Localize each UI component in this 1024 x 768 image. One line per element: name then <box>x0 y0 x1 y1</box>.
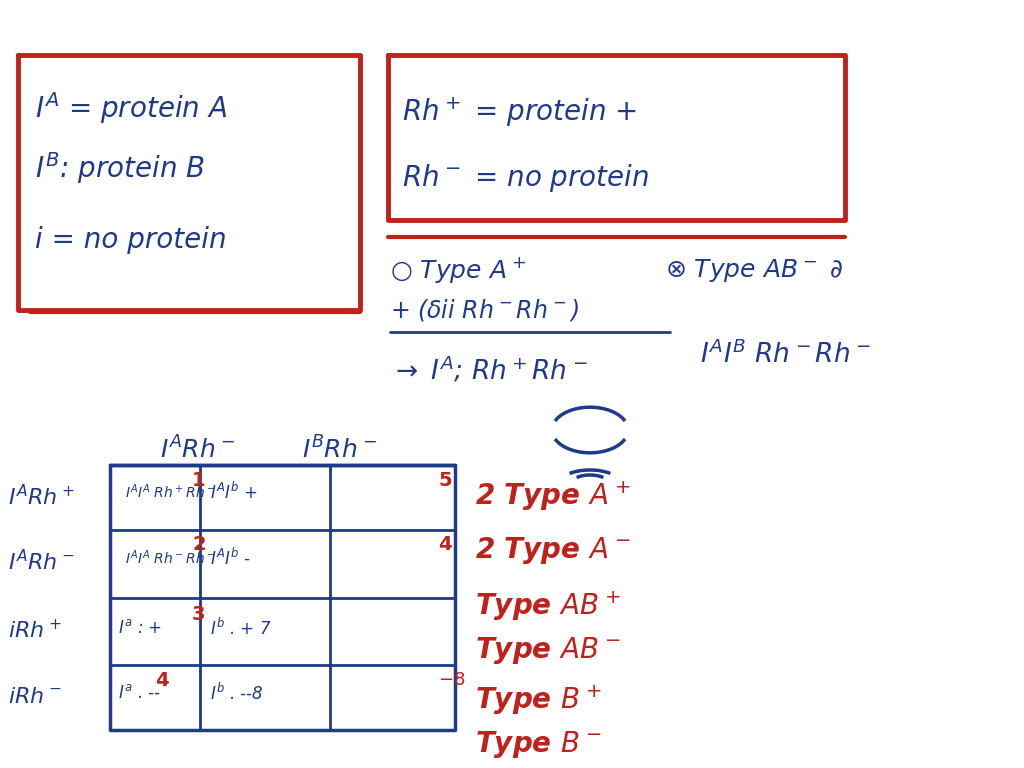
Text: $I^A I^b$ +: $I^A I^b$ + <box>210 482 258 502</box>
Text: $Rh^-$ = no protein: $Rh^-$ = no protein <box>402 162 649 194</box>
Text: 4: 4 <box>438 535 452 554</box>
Text: $I^A I^A$ $Rh^-Rh^-$: $I^A I^A$ $Rh^-Rh^-$ <box>125 548 216 568</box>
Text: $I^A I^b$ -: $I^A I^b$ - <box>210 548 251 568</box>
Text: $I^A Rh^-$: $I^A Rh^-$ <box>8 549 75 574</box>
Text: $I^b$ . --8: $I^b$ . --8 <box>210 683 264 703</box>
Text: $-8$: $-8$ <box>438 671 465 689</box>
Text: 5: 5 <box>438 471 452 489</box>
Text: Type $AB^+$: Type $AB^+$ <box>475 589 621 623</box>
Text: 2 Type $A^-$: 2 Type $A^-$ <box>475 535 631 567</box>
Text: $I^A Rh^-$: $I^A Rh^-$ <box>161 436 236 464</box>
Text: $I^B$: protein B: $I^B$: protein B <box>35 150 205 186</box>
Text: $I^A Rh^+$: $I^A Rh^+$ <box>8 485 75 510</box>
Text: $I^A$ = protein A: $I^A$ = protein A <box>35 90 227 126</box>
Text: $i Rh^-$: $i Rh^-$ <box>8 687 61 707</box>
Text: $I^a$ . --: $I^a$ . -- <box>118 684 161 702</box>
Text: $\rightarrow$ $I^A$; $Rh^+Rh^-$: $\rightarrow$ $I^A$; $Rh^+Rh^-$ <box>390 355 588 386</box>
Text: $I^a$ : +: $I^a$ : + <box>118 619 162 637</box>
Text: 3: 3 <box>193 605 206 624</box>
Text: $I^A I^A$ $Rh^+Rh^-$: $I^A I^A$ $Rh^+Rh^-$ <box>125 483 216 502</box>
Text: $I^A$$I^B$ $Rh^-Rh^-$: $I^A$$I^B$ $Rh^-Rh^-$ <box>700 341 871 369</box>
Text: Type $B^-$: Type $B^-$ <box>475 730 601 760</box>
Text: $i Rh^+$: $i Rh^+$ <box>8 618 61 641</box>
Text: $\otimes$ Type $AB^-$ $\partial$: $\otimes$ Type $AB^-$ $\partial$ <box>665 257 843 283</box>
Text: Type $AB^-$: Type $AB^-$ <box>475 635 621 667</box>
Text: 2 Type $A^+$: 2 Type $A^+$ <box>475 479 631 513</box>
Text: $Rh^+$ = protein +: $Rh^+$ = protein + <box>402 95 637 129</box>
Text: $I^b$ . + 7: $I^b$ . + 7 <box>210 617 271 639</box>
Text: + ($\delta$ii $Rh^-Rh^-$): + ($\delta$ii $Rh^-Rh^-$) <box>390 297 579 323</box>
Text: i = no protein: i = no protein <box>35 226 226 254</box>
Text: 2: 2 <box>193 535 206 554</box>
Text: 4: 4 <box>155 670 169 690</box>
Text: $I^B Rh^-$: $I^B Rh^-$ <box>302 436 378 464</box>
Text: $\bigcirc$ Type $A^+$: $\bigcirc$ Type $A^+$ <box>390 255 526 285</box>
Text: 1: 1 <box>193 471 206 489</box>
Text: Type $B^+$: Type $B^+$ <box>475 683 601 717</box>
